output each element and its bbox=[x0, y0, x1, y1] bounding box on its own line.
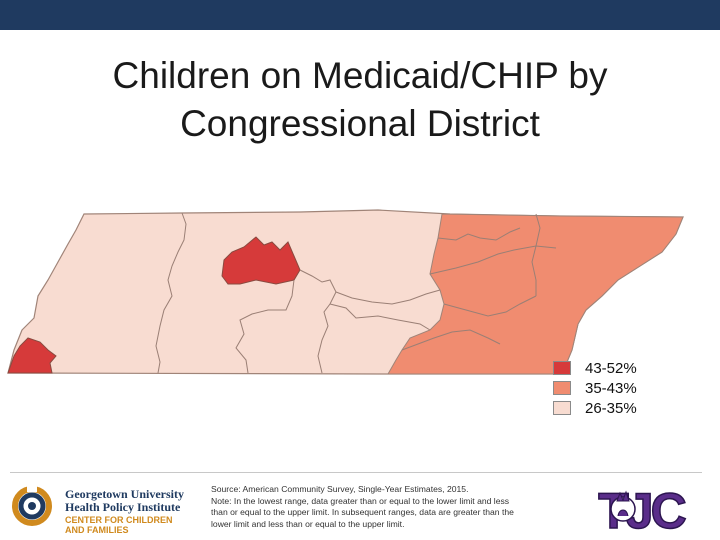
district-memphis bbox=[7, 337, 57, 374]
legend-item: 43-52% bbox=[553, 358, 637, 378]
legend-swatch bbox=[553, 381, 571, 395]
tennessee-district-map bbox=[7, 209, 684, 375]
legend-item: 35-43% bbox=[553, 378, 637, 398]
header-bar bbox=[0, 0, 720, 30]
org-name-line-3: CENTER FOR CHILDREN bbox=[65, 515, 173, 525]
source-line: Source: American Community Survey, Singl… bbox=[211, 484, 469, 494]
liberty-torch-icon bbox=[610, 490, 636, 522]
legend-swatch bbox=[553, 361, 571, 375]
title-line-2: Congressional District bbox=[180, 103, 540, 144]
footer-divider bbox=[10, 472, 702, 473]
legend-label: 26-35% bbox=[585, 399, 637, 417]
org-name-line-1: Georgetown University bbox=[65, 487, 184, 501]
legend-swatch bbox=[553, 401, 571, 415]
georgetown-seal-icon bbox=[12, 486, 52, 526]
map-legend: 43-52% 35-43% 26-35% bbox=[553, 358, 637, 418]
page-title: Children on Medicaid/CHIP by Congression… bbox=[40, 52, 680, 148]
note-line: than or equal to the upper limit. In sub… bbox=[211, 507, 514, 517]
org-name-line-4: AND FAMILIES bbox=[65, 525, 129, 535]
georgetown-logo: Georgetown University Health Policy Inst… bbox=[12, 484, 187, 535]
legend-item: 26-35% bbox=[553, 398, 637, 418]
org-name-line-2: Health Policy Institute bbox=[65, 500, 181, 514]
district-nashville bbox=[221, 236, 301, 285]
tjc-logo: TJC bbox=[583, 482, 699, 536]
legend-label: 43-52% bbox=[585, 359, 637, 377]
legend-label: 35-43% bbox=[585, 379, 637, 397]
district-boundaries bbox=[155, 212, 557, 374]
note-line: Note: In the lowest range, data greater … bbox=[211, 495, 510, 506]
source-note: Source: American Community Survey, Singl… bbox=[211, 484, 571, 530]
title-line-1: Children on Medicaid/CHIP by bbox=[112, 55, 608, 96]
note-line: lower limit and less than or equal to th… bbox=[211, 518, 405, 529]
